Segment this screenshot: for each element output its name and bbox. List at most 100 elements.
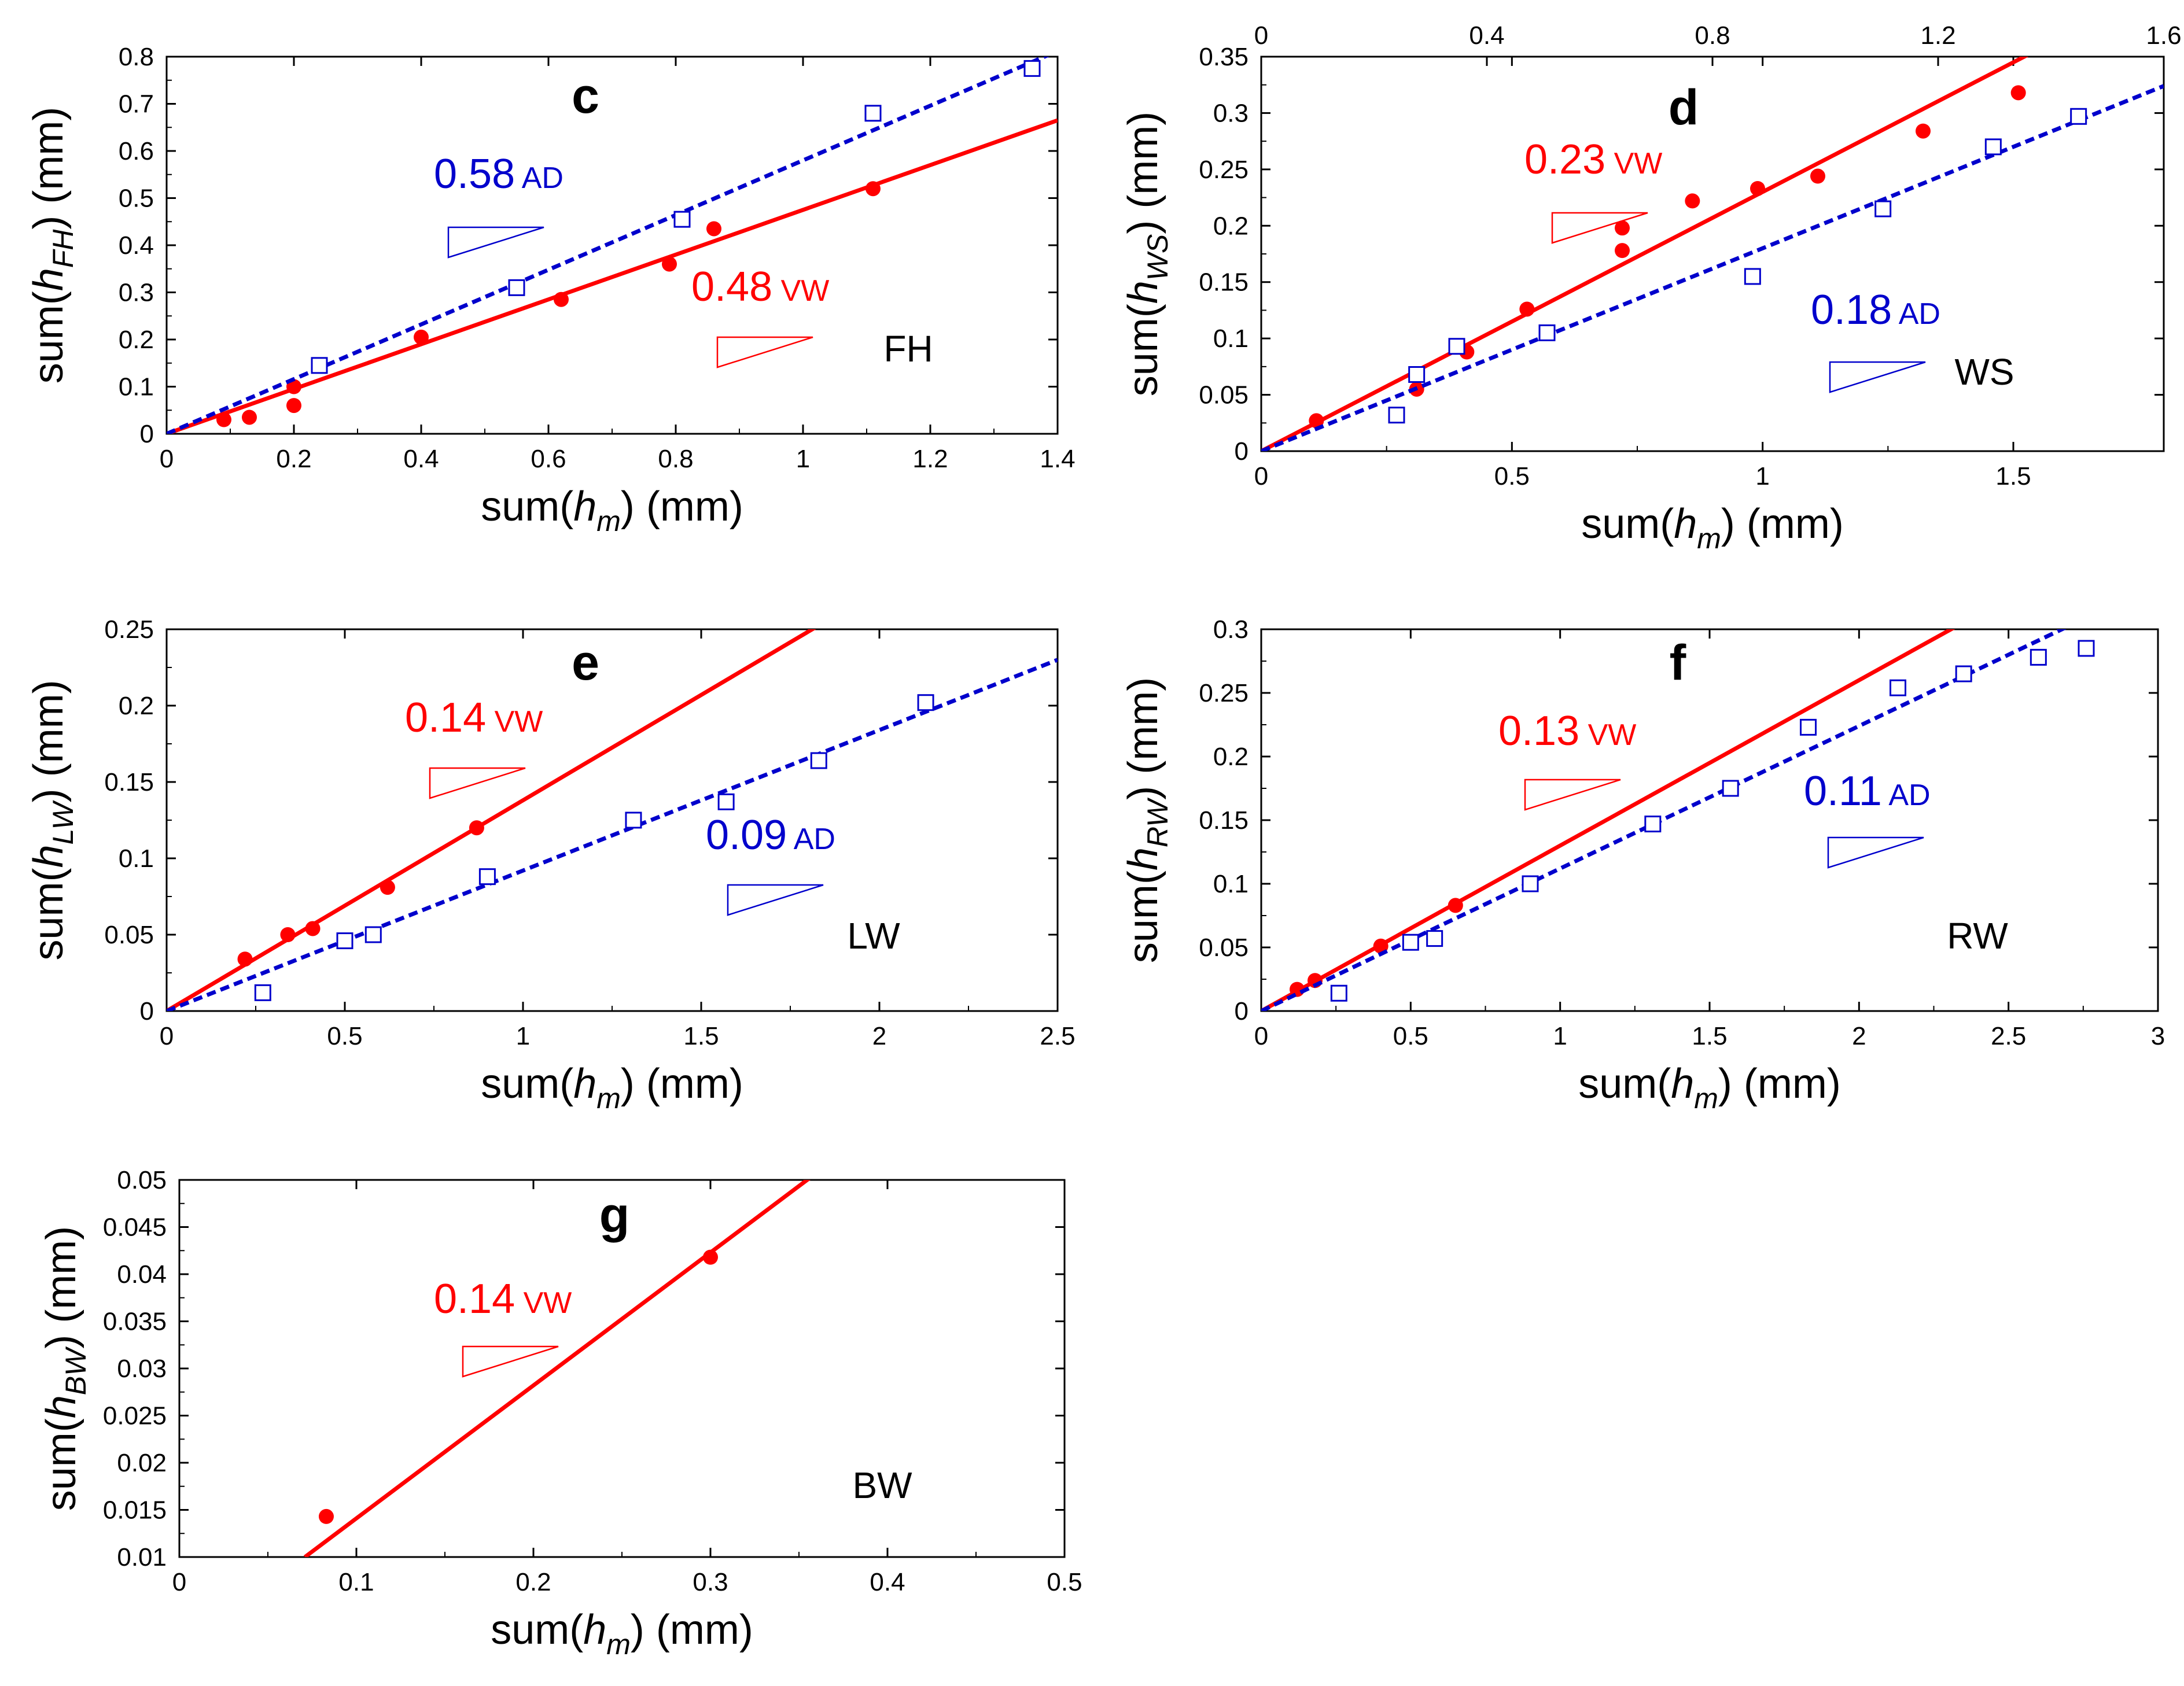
data-point-ad <box>478 868 496 886</box>
y-tick-label: 0.05 <box>104 921 154 949</box>
data-point-ad <box>2070 108 2087 125</box>
x-axis-title-e-part-2: m <box>596 1082 621 1115</box>
x-axis-title-g-part-2: m <box>606 1628 631 1661</box>
panel-letter-d: d <box>1669 80 1699 135</box>
slope-label-vw: 0.14 VW <box>405 695 543 741</box>
data-point-ad <box>2078 640 2095 657</box>
data-point-ad <box>625 811 642 829</box>
region-label-e: LW <box>847 915 900 957</box>
y-axis-title-f-part-3: ) (mm) <box>1120 677 1166 800</box>
slope-label-vw: 0.14 VW <box>434 1276 572 1322</box>
slope-label-vw: 0.23 VW <box>1524 136 1662 183</box>
x-axis-title-d-part-0: sum( <box>1581 501 1674 547</box>
x-tick-label: 0 <box>1254 462 1268 490</box>
y-axis-title-e-part-1: h <box>25 845 72 868</box>
x-axis-title-d: sum(hm) (mm) <box>1581 501 1844 555</box>
data-point-ad <box>1538 324 1556 341</box>
x-tick-label: 1 <box>1553 1022 1567 1050</box>
y-axis-title-c: sum(hFH) (mm) <box>25 107 79 384</box>
slope-value: 0.11 <box>1804 768 1882 814</box>
y-tick-label: 0.1 <box>119 373 154 401</box>
slope-value: 0.13 <box>1498 708 1579 754</box>
x-tick-label: 0.4 <box>870 1568 905 1596</box>
y-axis-title-c-part-0: sum( <box>25 291 72 383</box>
data-point-ad <box>1522 875 1539 892</box>
data-point-vw <box>318 1508 334 1524</box>
x-axis-title-c-part-1: h <box>573 484 596 530</box>
y-tick-label: 0.2 <box>119 692 154 720</box>
y-tick-label: 0 <box>1235 437 1248 466</box>
x-tick-label: 0.5 <box>1393 1022 1428 1050</box>
y-axis-title-g-part-0: sum( <box>38 1418 84 1511</box>
x-axis-title-d-part-3: ) (mm) <box>1721 501 1844 547</box>
y-tick-label: 0.04 <box>117 1260 167 1289</box>
y-tick-label: 0.2 <box>119 326 154 354</box>
slope-label-ad: 0.58 AD <box>434 151 564 197</box>
slope-triangle-ad <box>1827 836 1924 869</box>
y-tick-label: 0.7 <box>119 90 154 119</box>
x-axis-title-f-part-0: sum( <box>1578 1061 1671 1107</box>
y-tick-label: 0 <box>140 420 154 448</box>
x-tick-label: 0.6 <box>531 445 566 473</box>
y-tick-label: 0.25 <box>1199 156 1248 184</box>
y-tick-label: 0.15 <box>1199 268 1248 297</box>
data-point-vw <box>662 256 677 272</box>
panel-letter-f: f <box>1670 635 1686 691</box>
top-x-tick-label: 0.4 <box>1469 21 1504 50</box>
data-point-ad <box>917 694 934 711</box>
data-point-vw <box>1750 180 1765 196</box>
data-point-vw <box>703 1249 718 1265</box>
y-axis-title-e-part-2: LW <box>47 800 79 845</box>
data-point-ad <box>1984 138 2002 156</box>
y-tick-label: 0.3 <box>119 279 154 307</box>
slope-triangle-ad <box>447 226 544 259</box>
y-axis-title-e-part-0: sum( <box>25 868 72 961</box>
y-tick-label: 0.1 <box>119 844 154 873</box>
slope-value: 0.23 <box>1524 136 1605 183</box>
y-axis-title-f-part-2: RW <box>1141 797 1174 847</box>
data-point-vw <box>1810 168 1825 184</box>
x-tick-label: 0 <box>1254 1022 1268 1050</box>
data-point-ad <box>1955 665 1972 682</box>
y-tick-label: 0.6 <box>119 137 154 165</box>
x-axis-title-f-part-1: h <box>1671 1061 1694 1107</box>
y-axis-title-f-part-0: sum( <box>1120 870 1166 963</box>
data-point-ad <box>1408 366 1426 383</box>
data-point-ad <box>810 752 827 769</box>
fit-line-ad <box>167 658 1058 1011</box>
y-tick-label: 0.045 <box>103 1213 167 1242</box>
data-point-vw <box>305 921 321 936</box>
slope-tag: VW <box>1605 147 1662 180</box>
x-tick-label: 0.3 <box>693 1568 728 1596</box>
x-axis-title-g-part-0: sum( <box>491 1607 583 1653</box>
data-point-vw <box>380 880 395 895</box>
y-tick-label: 0.025 <box>103 1402 167 1430</box>
y-tick-label: 0.3 <box>1213 615 1248 644</box>
y-tick-label: 0.8 <box>119 43 154 71</box>
slope-tag: VW <box>1579 718 1636 752</box>
data-point-vw <box>237 951 253 967</box>
data-point-ad <box>1448 338 1465 355</box>
slope-triangle-vw <box>716 336 813 368</box>
data-point-ad <box>864 105 882 122</box>
y-axis-title-f: sum(hRW) (mm) <box>1120 677 1174 963</box>
slope-label-ad: 0.11 AD <box>1804 768 1931 814</box>
panel-letter-c: c <box>572 68 599 124</box>
x-tick-label: 2 <box>872 1022 886 1050</box>
x-axis-title-f: sum(hm) (mm) <box>1578 1061 1841 1115</box>
x-tick-label: 2.5 <box>1991 1022 2026 1050</box>
data-point-vw <box>554 292 569 307</box>
y-axis-title-g-part-2: BW <box>60 1346 92 1395</box>
y-axis-title-g: sum(hBW) (mm) <box>38 1226 92 1511</box>
slope-value: 0.18 <box>1811 287 1892 333</box>
x-tick-label: 2 <box>1852 1022 1866 1050</box>
y-tick-label: 0.15 <box>1199 806 1248 835</box>
top-x-tick-label: 1.6 <box>2146 21 2181 50</box>
x-axis-title-f-part-3: ) (mm) <box>1718 1061 1841 1107</box>
y-tick-label: 0.05 <box>1199 381 1248 409</box>
x-tick-label: 2.5 <box>1040 1022 1075 1050</box>
x-axis-title-f-part-2: m <box>1694 1082 1718 1115</box>
y-tick-label: 0.05 <box>117 1166 167 1194</box>
x-axis-title-c: sum(hm) (mm) <box>481 484 743 537</box>
